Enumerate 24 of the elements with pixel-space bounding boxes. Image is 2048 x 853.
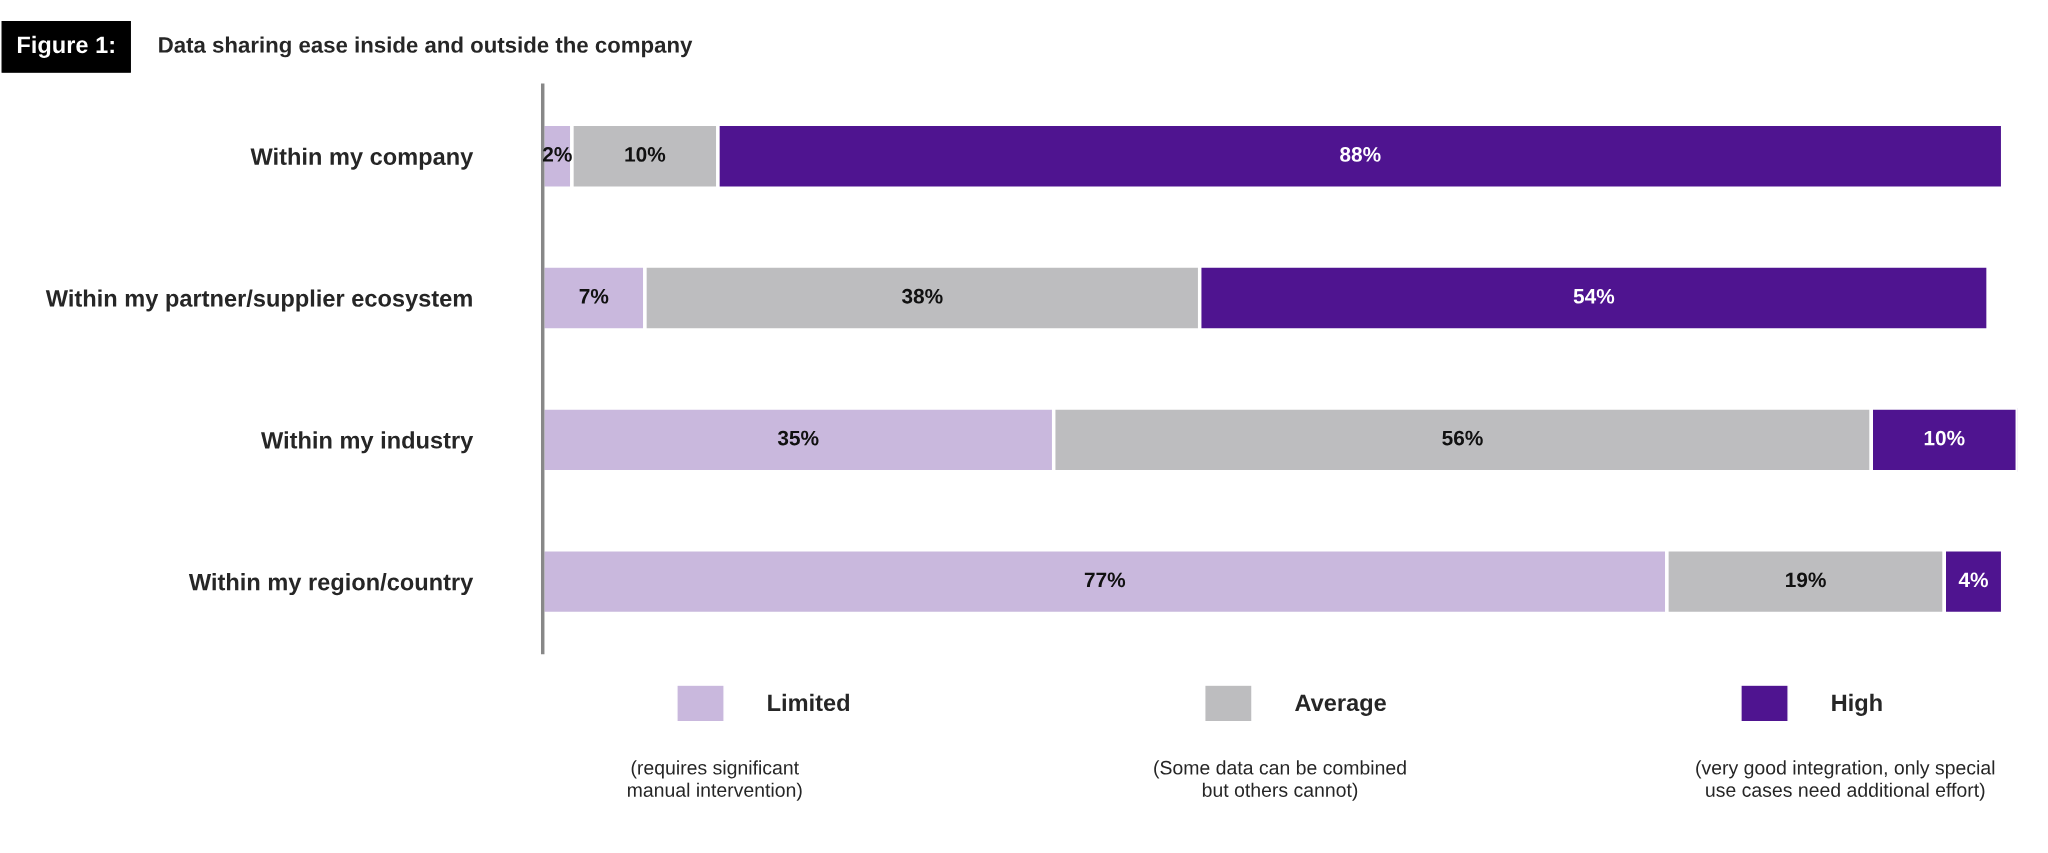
data-label: 19% [1786,572,1826,588]
text: (very good integration, only special use cases need additional effort) [1696,760,1995,801]
data-label: 4% [1958,572,1988,588]
legend-label: High [1832,693,1882,716]
legend-label: Average [1295,694,1386,716]
text: Figure 1: [17,35,114,58]
y-tick-label: Within my region/country [188,573,474,596]
data-label: 56% [1442,430,1483,446]
data-label: 35% [777,430,819,446]
y-tick-label: Within my company [250,147,474,170]
text: (Some data can be combined but others cannot) [1154,760,1406,801]
data-label: 38% [901,288,943,304]
data-label: 54% [1573,288,1615,304]
y-tick-label: Within my partner/supplier ecosystem [45,289,472,312]
data-label: 88% [1340,147,1381,162]
y-tick-label: Within my industry [261,431,474,454]
data-label: 10% [1924,430,1965,446]
data-label: 7% [579,288,609,304]
data-label: 2% [542,147,572,162]
chart-subtitle: Data sharing ease inside and outside the company [159,36,693,58]
data-label: 77% [1084,572,1126,588]
legend-label: Limited [768,693,850,712]
data-label: 10% [625,147,666,162]
text: (requires significant manual intervention) [627,760,802,801]
